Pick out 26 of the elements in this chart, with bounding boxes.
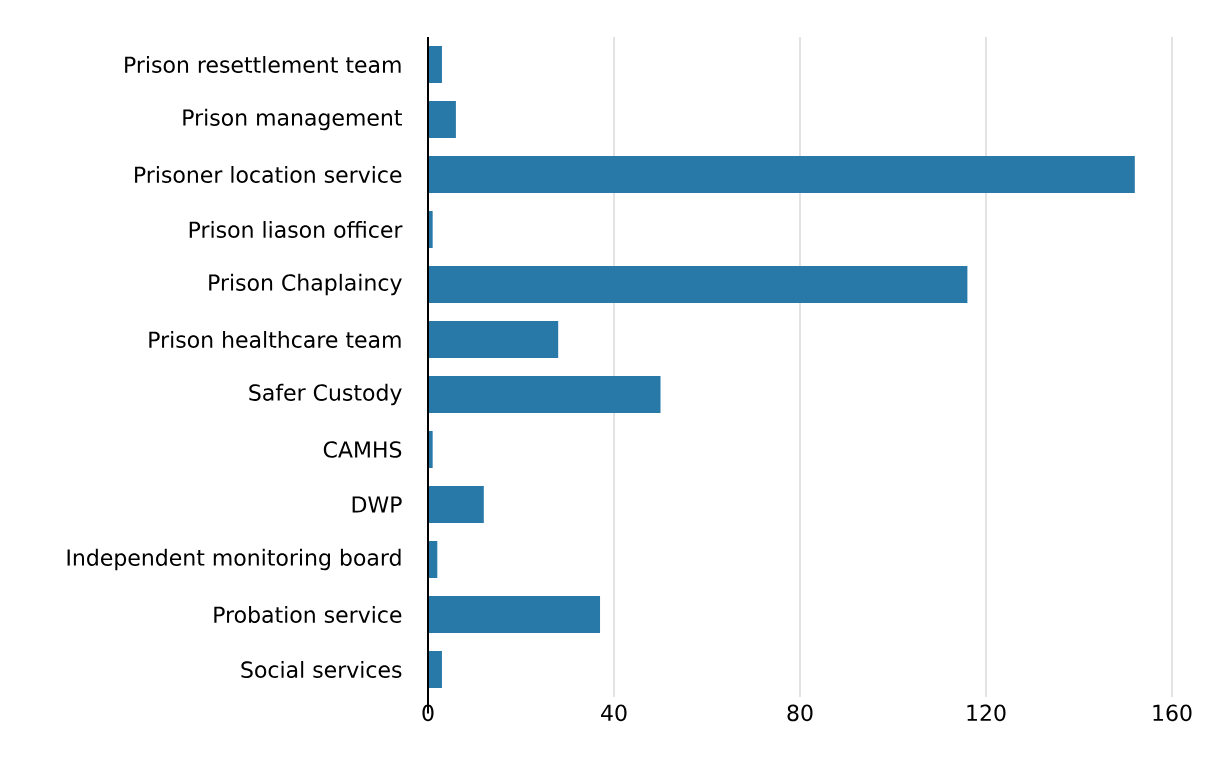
x-tick-label: 160: [1153, 704, 1192, 722]
y-tick-label: Prison liason officer: [189, 220, 403, 239]
y-tick-label: Independent monitoring board: [67, 548, 401, 571]
bar: [428, 595, 601, 633]
y-tick-label: Prison healthcare team: [149, 330, 401, 349]
y-tick-label: DWP: [352, 496, 402, 513]
x-tick-label: 0: [422, 704, 434, 722]
y-tick-label: CAMHS: [323, 441, 402, 458]
bar: [428, 320, 559, 358]
bar: [428, 650, 442, 688]
bar: [428, 376, 661, 413]
y-tick-label: Prison resettlement team: [125, 55, 401, 74]
y-tick-label: Probation service: [214, 605, 402, 624]
y-tick-label: Prisoner location service: [135, 165, 402, 184]
bar: [428, 101, 456, 138]
y-tick-label: Prison management: [183, 108, 402, 131]
bar: [428, 46, 442, 83]
bar: [428, 266, 968, 303]
y-tick-label: Social services: [241, 660, 402, 679]
bar: [428, 485, 484, 523]
bar: [428, 156, 1135, 193]
x-tick-label: 120: [967, 704, 1006, 722]
y-tick-label: Safer Custody: [249, 383, 402, 406]
x-tick-label: 80: [787, 704, 813, 722]
y-tick-label: Prison Chaplaincy: [209, 273, 402, 296]
x-tick-label: 40: [601, 704, 627, 722]
